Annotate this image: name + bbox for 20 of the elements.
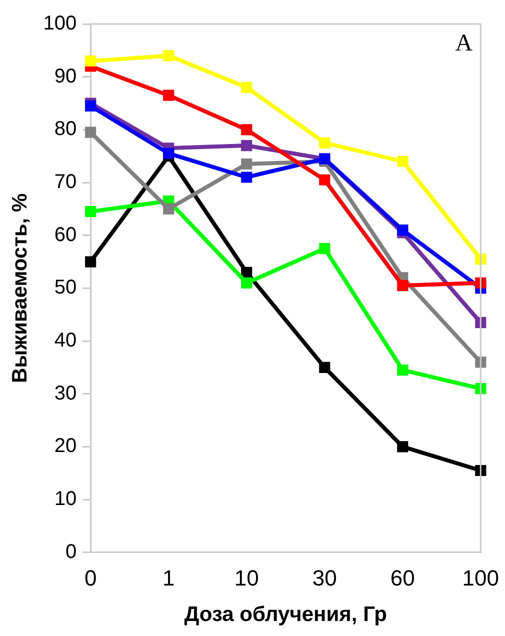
x-tick-label: 100 bbox=[462, 566, 500, 591]
y-tick-label: 60 bbox=[54, 224, 77, 246]
y-tick-label: 100 bbox=[43, 12, 77, 35]
x-tick-label: 30 bbox=[312, 566, 337, 591]
y-tick-label: 90 bbox=[54, 65, 77, 88]
y-tick-label: 30 bbox=[54, 382, 77, 404]
y-tick-label: 70 bbox=[54, 171, 77, 194]
y-tick-label: 40 bbox=[54, 330, 77, 352]
x-tick-label: 10 bbox=[234, 566, 259, 591]
x-axis-title: Доза облучения, Гр bbox=[184, 603, 387, 626]
y-tick-label: 50 bbox=[54, 276, 77, 299]
y-tick-label: 20 bbox=[54, 435, 77, 458]
x-tick-label: 1 bbox=[162, 566, 175, 591]
x-tick-label: 60 bbox=[390, 566, 415, 591]
y-axis-title: Выживаемость, % bbox=[8, 193, 32, 384]
y-tick-label: 0 bbox=[65, 540, 77, 563]
y-tick-label: 80 bbox=[54, 118, 77, 140]
x-tick-label: 0 bbox=[84, 566, 97, 591]
annotation: A bbox=[455, 30, 474, 56]
y-tick-label: 10 bbox=[54, 488, 77, 510]
